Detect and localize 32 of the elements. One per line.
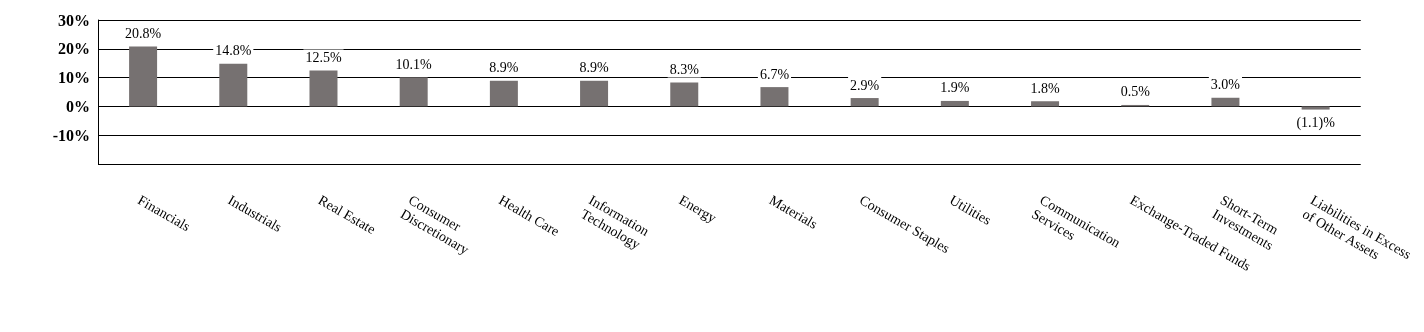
- bar: [309, 70, 338, 107]
- bar: [670, 82, 699, 107]
- data-label: 8.9%: [489, 60, 519, 76]
- bar: [850, 98, 879, 107]
- data-label: 10.1%: [395, 56, 433, 72]
- bar: [489, 80, 518, 107]
- y-tick-label: 10%: [58, 69, 90, 87]
- data-label: 20.8%: [125, 26, 162, 41]
- data-label: 8.3%: [669, 62, 700, 77]
- bar: [940, 100, 969, 107]
- y-tick-label: 30%: [58, 11, 90, 29]
- data-label: 6.7%: [759, 66, 790, 82]
- data-label: 0.5%: [1120, 84, 1151, 100]
- bar: [580, 80, 609, 107]
- data-label: 8.9%: [579, 60, 609, 76]
- bar: [129, 46, 158, 107]
- bar: [399, 77, 428, 107]
- y-tick-label: 0%: [66, 97, 90, 115]
- bar: [1211, 97, 1240, 107]
- data-label: 1.8%: [1030, 80, 1060, 96]
- data-label: 3.0%: [1210, 77, 1241, 93]
- data-label: 2.9%: [850, 77, 880, 93]
- bar: [219, 63, 248, 107]
- data-label: 12.5%: [305, 49, 342, 65]
- bar: [1031, 101, 1060, 107]
- data-label: 1.9%: [940, 80, 970, 96]
- y-tick-label: 20%: [58, 40, 90, 58]
- bar: [1301, 106, 1330, 110]
- data-label: (1.1)%: [1296, 115, 1336, 132]
- data-label: 14.8%: [215, 43, 252, 59]
- y-tick-label: -10%: [52, 126, 90, 144]
- bar: [760, 87, 789, 107]
